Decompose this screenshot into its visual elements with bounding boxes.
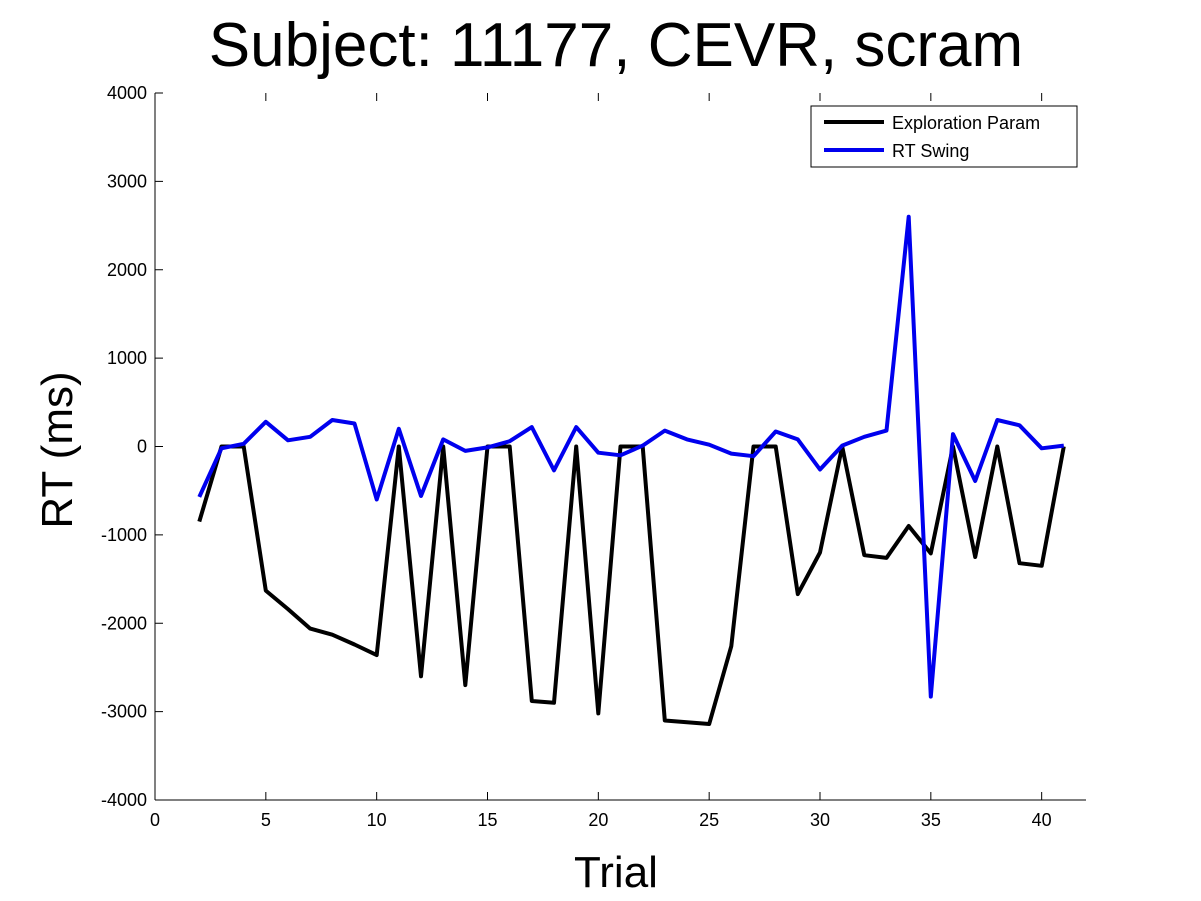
legend-box <box>810 105 1078 168</box>
x-axis-label: Trial <box>574 848 658 897</box>
series-group <box>197 214 1066 726</box>
x-tick-label: 5 <box>261 810 271 830</box>
x-tick-label: 25 <box>699 810 719 830</box>
y-tick-label: 0 <box>137 437 147 457</box>
x-tick-label: 15 <box>477 810 497 830</box>
y-tick-label: -1000 <box>101 525 147 545</box>
chart-title: Subject: 11177, CEVR, scram <box>209 11 1023 80</box>
x-tick-label: 10 <box>367 810 387 830</box>
x-ticks: 0 5 10 15 20 25 30 35 40 <box>150 93 1052 830</box>
y-tick-label: 4000 <box>107 83 147 103</box>
legend-label-exploration: Exploration Param <box>892 113 1040 133</box>
y-tick-label: 2000 <box>107 260 147 280</box>
series-line-rt-swing <box>197 214 1065 699</box>
x-tick-label: 20 <box>588 810 608 830</box>
y-tick-label: 1000 <box>107 348 147 368</box>
y-axis-label: RT (ms) <box>33 371 82 528</box>
series-line-exploration-param <box>197 444 1066 726</box>
legend: Exploration Param RT Swing <box>810 105 1078 168</box>
y-tick-label: 3000 <box>107 171 147 191</box>
x-tick-label: 30 <box>810 810 830 830</box>
y-tick-label: -2000 <box>101 613 147 633</box>
y-ticks: -4000 -3000 -2000 -1000 0 1000 2000 3000 4000 <box>101 83 163 810</box>
legend-label-rt-swing: RT Swing <box>892 141 969 161</box>
x-tick-label: 0 <box>150 810 160 830</box>
y-tick-label: -3000 <box>101 702 147 722</box>
x-tick-label: 35 <box>921 810 941 830</box>
x-tick-label: 40 <box>1032 810 1052 830</box>
y-tick-label: -4000 <box>101 790 147 810</box>
